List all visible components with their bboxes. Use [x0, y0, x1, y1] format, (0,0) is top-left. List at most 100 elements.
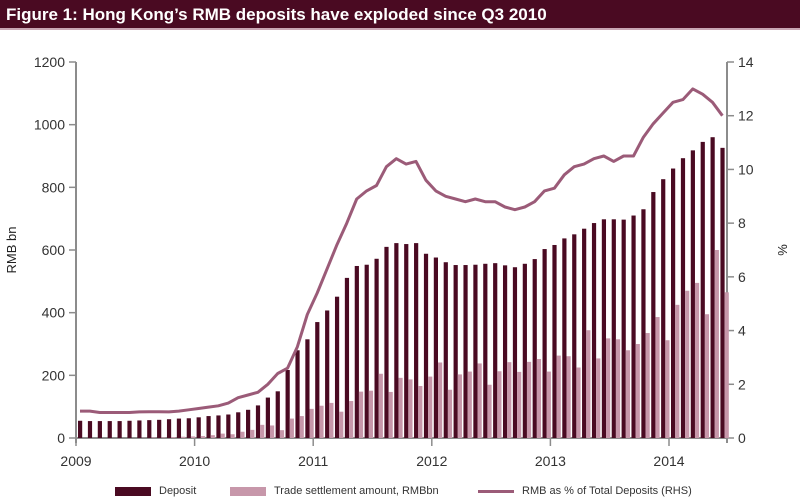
deposit-bar — [196, 417, 201, 438]
deposit-bar — [641, 209, 646, 438]
deposit-bar — [463, 265, 468, 438]
trade-bar — [418, 385, 423, 438]
trade-bar — [596, 358, 601, 438]
deposit-bar — [720, 147, 725, 438]
deposit-bar — [453, 265, 458, 438]
deposit-bar — [502, 265, 508, 438]
legend-label-deposit: Deposit — [159, 485, 197, 497]
deposit-bar — [186, 418, 191, 438]
legend-item-deposit: Deposit — [115, 485, 196, 497]
deposit-bar — [325, 310, 330, 438]
trade-bar — [181, 436, 186, 438]
right-tick-label: 4 — [738, 323, 746, 339]
trade-bar — [230, 434, 235, 438]
left-tick-label: 1200 — [34, 54, 65, 70]
deposit-bar — [433, 257, 438, 438]
right-tick-label: 2 — [738, 376, 746, 392]
left-tick-label: 600 — [42, 242, 66, 258]
deposit-bar — [512, 267, 518, 438]
deposit-bar — [107, 421, 112, 438]
deposit-bar — [334, 296, 340, 438]
x-tick-label: 2014 — [653, 453, 684, 469]
trade-bar — [161, 437, 166, 438]
trade-bar — [457, 374, 462, 438]
trade-bar — [289, 418, 294, 438]
trade-bar — [329, 402, 334, 438]
deposit-bar — [157, 419, 162, 438]
deposit-bar — [651, 192, 656, 438]
trade-bar — [645, 333, 650, 438]
deposit-bar — [443, 262, 448, 438]
trade-bar — [438, 362, 443, 438]
deposit-bar — [572, 234, 577, 438]
deposit-bar — [473, 264, 478, 438]
left-tick-label: 400 — [42, 305, 66, 321]
left-tick-label: 800 — [42, 179, 66, 195]
deposit-bar — [423, 253, 429, 438]
right-tick-label: 12 — [738, 108, 754, 124]
deposit-bar — [246, 409, 251, 438]
deposit-bar — [532, 259, 537, 438]
trade-bar — [517, 371, 522, 438]
deposit-bar — [414, 243, 419, 438]
trade-bar — [250, 429, 255, 438]
bar-series — [78, 137, 729, 439]
deposit-bar — [700, 141, 705, 438]
trade-bar — [665, 340, 670, 438]
trade-bar — [635, 344, 640, 438]
deposit-bar — [354, 265, 359, 438]
deposit-bar — [404, 244, 409, 438]
trade-bar — [536, 359, 542, 438]
trade-bar — [220, 433, 225, 438]
deposit-bar — [295, 350, 300, 438]
trade-bar — [467, 371, 472, 438]
trade-bar — [190, 436, 196, 438]
deposit-bar — [661, 179, 666, 439]
deposit-swatch-icon — [115, 486, 151, 496]
deposit-bar — [226, 414, 231, 438]
deposit-bar — [147, 420, 152, 438]
trade-bar — [447, 389, 453, 438]
x-tick-label: 2013 — [535, 453, 566, 469]
trade-bar — [269, 425, 275, 438]
right-tick-label: 6 — [738, 269, 746, 285]
x-tick-label: 2009 — [60, 453, 91, 469]
legend-item-trade: Trade settlement amount, RMBbn — [230, 485, 439, 497]
deposit-bar — [97, 421, 102, 438]
right-tick-label: 0 — [738, 430, 746, 446]
deposit-bar — [305, 339, 310, 438]
deposit-bar — [176, 418, 182, 438]
trade-bar — [526, 361, 532, 438]
deposit-bar — [206, 416, 211, 438]
legend-label-trade: Trade settlement amount, RMBbn — [274, 485, 439, 497]
deposit-bar — [621, 219, 626, 438]
trade-bar — [606, 338, 611, 438]
left-axis-label: RMB bn — [4, 227, 19, 274]
trade-bar — [576, 367, 581, 438]
left-tick-label: 200 — [42, 367, 66, 383]
right-tick-label: 14 — [738, 54, 754, 70]
percent-line — [80, 87, 724, 414]
deposit-bar — [374, 258, 379, 438]
right-tick-label: 10 — [738, 161, 754, 177]
left-tick-label: 0 — [57, 430, 65, 446]
deposit-bar — [552, 244, 557, 438]
right-tick-label: 8 — [738, 215, 746, 231]
legend-label-line: RMB as % of Total Deposits (RHS) — [522, 485, 692, 497]
deposit-bar — [166, 419, 172, 438]
deposit-bar — [611, 219, 616, 438]
x-tick-label: 2011 — [298, 453, 328, 469]
deposit-bar — [522, 263, 527, 438]
deposit-bar — [562, 238, 567, 438]
trade-bar — [694, 282, 700, 438]
deposit-bar — [710, 137, 715, 438]
deposit-bar — [394, 243, 399, 438]
deposit-bar — [255, 405, 261, 438]
trade-bar — [368, 390, 374, 438]
trade-bar — [586, 330, 591, 438]
trade-bar — [625, 350, 630, 438]
deposit-bar — [78, 420, 83, 438]
deposit-bar — [542, 249, 547, 438]
deposit-bar — [364, 264, 369, 438]
deposit-bar — [127, 420, 132, 438]
